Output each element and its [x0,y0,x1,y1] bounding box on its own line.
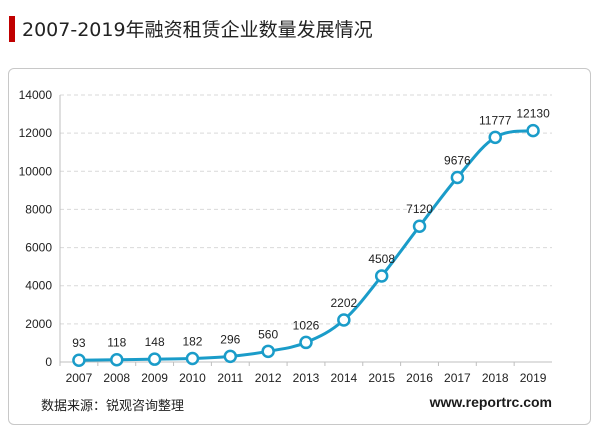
x-tick-label: 2012 [255,371,282,385]
data-point [488,130,502,145]
x-tick-label: 2008 [103,371,130,385]
title-accent-bar [9,16,15,42]
x-tick-label: 2019 [520,371,547,385]
gridlines [59,94,552,366]
x-axis-ticks: 2007 2008 2009 2010 2011 2012 2013 2014 2015 2016… [66,371,547,385]
data-point [299,335,313,350]
source-note: 数据来源：锐观咨询整理 [41,399,185,414]
series-markers [72,123,540,367]
data-label: 560 [258,327,278,341]
x-tick-label: 2014 [330,371,357,385]
data-label: 296 [220,332,240,346]
x-tick-label: 2009 [141,371,168,385]
data-labels: 93 118 148 182 296 560 1026 2202 4508 7120 9676 117… [72,107,550,351]
data-point [374,269,389,283]
data-point [223,349,238,364]
y-tick-label: 6000 [25,241,52,255]
data-label: 148 [145,335,165,349]
data-point [337,313,351,327]
data-point [185,351,200,366]
data-label: 2202 [330,296,357,310]
x-tick-label: 2007 [66,371,93,385]
y-tick-label: 4000 [25,279,52,293]
data-label: 182 [182,335,202,349]
x-tick-label: 2015 [368,371,395,385]
data-point [110,352,124,367]
x-tick-label: 2016 [406,371,433,385]
x-tick-label: 2017 [444,371,471,385]
y-tick-label: 14000 [19,88,53,102]
data-point [72,353,86,367]
y-tick-label: 2000 [25,317,52,331]
data-label: 118 [107,336,126,350]
x-tick-label: 2018 [482,371,509,385]
website-link[interactable]: www.reportrc.com [429,394,552,410]
data-label: 9676 [444,153,471,167]
y-axis-ticks: 0 2000 4000 6000 8000 10000 12000 14000 [19,88,53,369]
data-point [412,219,427,233]
x-tick-label: 2013 [293,371,320,385]
data-label: 93 [72,336,86,350]
y-tick-label: 10000 [19,164,53,178]
x-tick-label: 2011 [217,371,243,385]
chart-panel [8,68,591,425]
y-tick-label: 0 [45,355,52,369]
data-label: 11777 [479,113,512,127]
data-point [526,123,540,138]
y-tick-label: 8000 [25,202,52,216]
data-point [147,352,162,366]
data-point [450,170,465,185]
data-label: 1026 [293,318,320,332]
x-tick-label: 2010 [179,371,206,385]
page-title: 2007-2019年融资租赁企业数量发展情况 [22,19,373,41]
y-tick-label: 12000 [19,126,53,140]
data-label: 12130 [516,107,550,121]
data-label: 4508 [368,252,395,266]
data-label: 7120 [406,202,433,216]
data-point [261,344,275,359]
